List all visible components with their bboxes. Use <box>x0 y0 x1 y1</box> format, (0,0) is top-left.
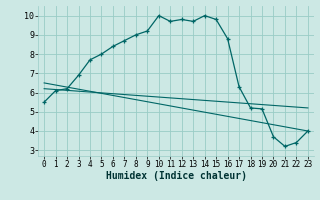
X-axis label: Humidex (Indice chaleur): Humidex (Indice chaleur) <box>106 171 246 181</box>
